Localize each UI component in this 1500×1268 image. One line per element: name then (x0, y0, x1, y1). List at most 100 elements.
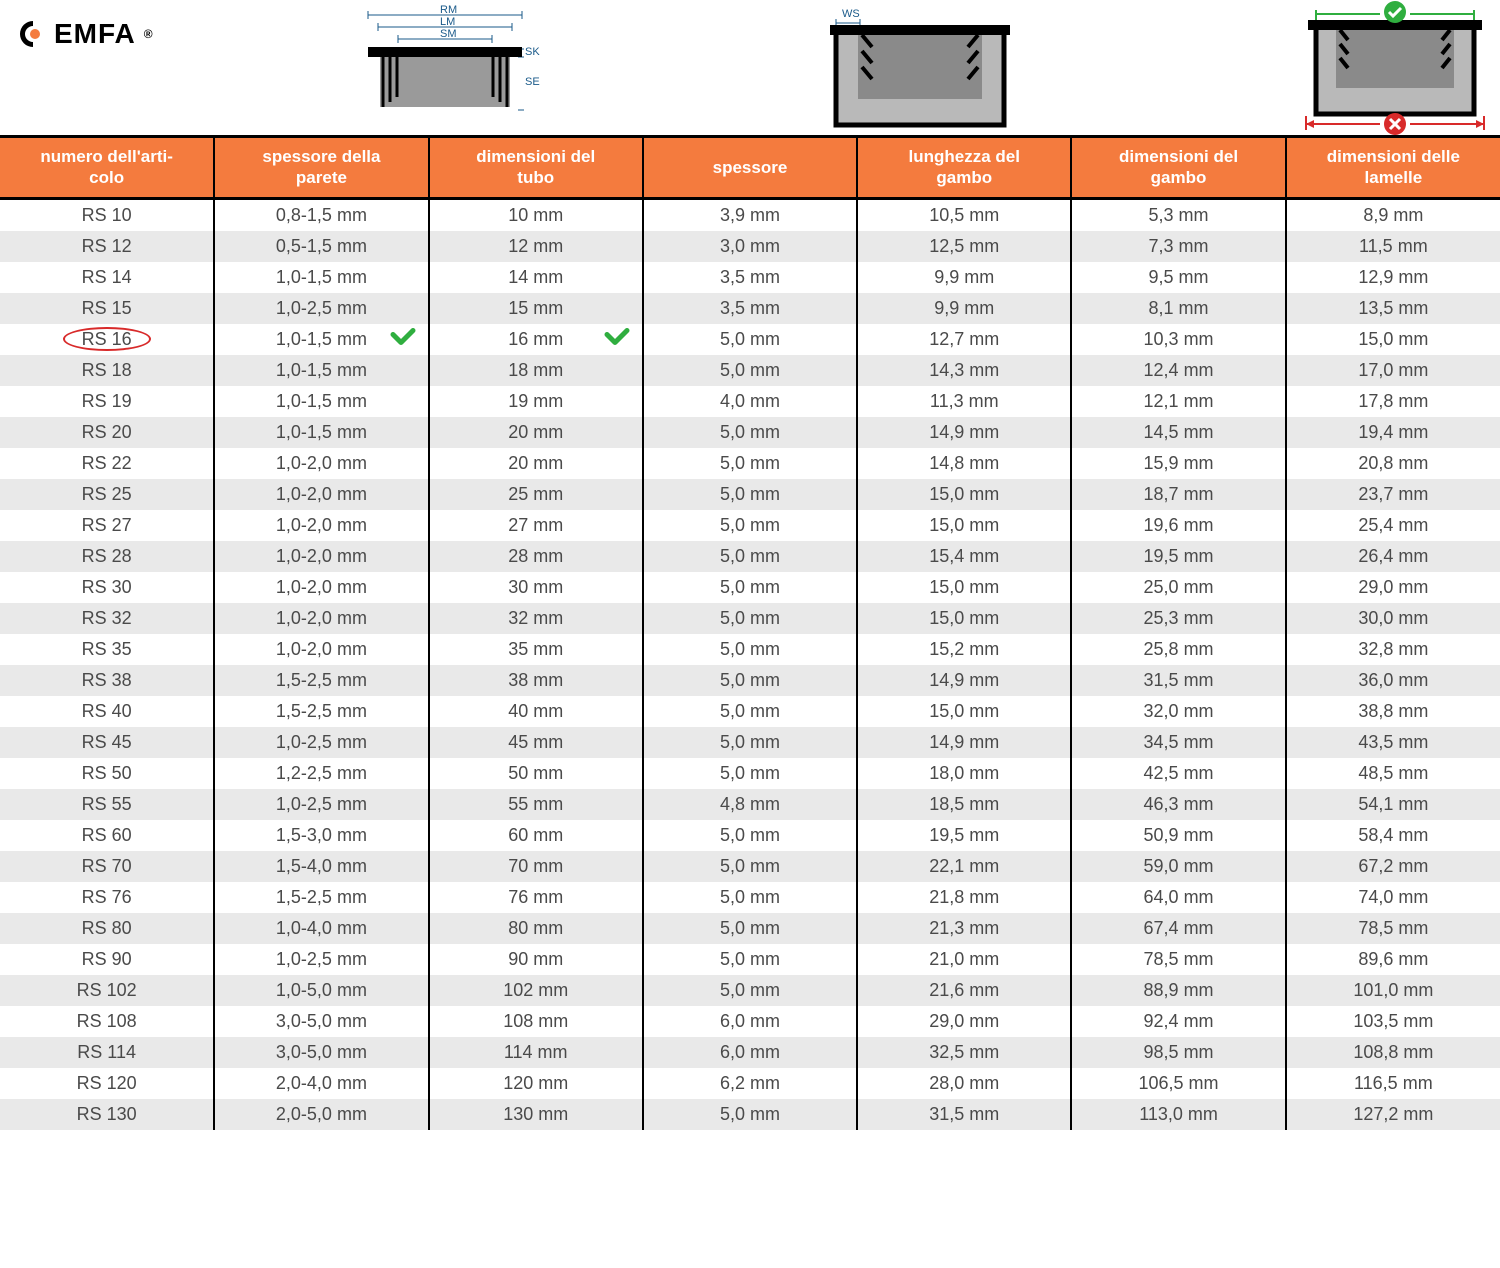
table-cell: 102 mm (429, 975, 643, 1006)
table-cell: 25,8 mm (1071, 634, 1285, 665)
table-cell: 5,0 mm (643, 510, 857, 541)
table-row: RS 161,0-1,5 mm16 mm5,0 mm12,7 mm10,3 mm… (0, 324, 1500, 355)
table-row: RS 801,0-4,0 mm80 mm5,0 mm21,3 mm67,4 mm… (0, 913, 1500, 944)
table-row: RS 100,8-1,5 mm10 mm3,9 mm10,5 mm5,3 mm8… (0, 198, 1500, 231)
table-cell: 1,0-2,5 mm (214, 944, 428, 975)
table-cell: 3,9 mm (643, 198, 857, 231)
table-cell: 1,5-4,0 mm (214, 851, 428, 882)
svg-text:RM: RM (440, 5, 457, 16)
table-cell: 1,0-2,0 mm (214, 479, 428, 510)
table-cell: 21,3 mm (857, 913, 1071, 944)
table-cell: 38 mm (429, 665, 643, 696)
table-cell: 6,2 mm (643, 1068, 857, 1099)
table-cell: 50 mm (429, 758, 643, 789)
table-cell: 14,3 mm (857, 355, 1071, 386)
table-cell: 12 mm (429, 231, 643, 262)
table-cell: RS 120 (0, 1068, 214, 1099)
table-row: RS 551,0-2,5 mm55 mm4,8 mm18,5 mm46,3 mm… (0, 789, 1500, 820)
table-cell: 4,8 mm (643, 789, 857, 820)
table-cell: RS 15 (0, 293, 214, 324)
table-row: RS 1143,0-5,0 mm114 mm6,0 mm32,5 mm98,5 … (0, 1037, 1500, 1068)
table-cell: 5,0 mm (643, 820, 857, 851)
table-cell: 5,0 mm (643, 758, 857, 789)
table-cell: 5,0 mm (643, 913, 857, 944)
table-cell: 5,0 mm (643, 975, 857, 1006)
table-cell: 5,0 mm (643, 417, 857, 448)
table-cell: 15,9 mm (1071, 448, 1285, 479)
table-cell: 20 mm (429, 448, 643, 479)
table-cell: 113,0 mm (1071, 1099, 1285, 1130)
table-cell: 108 mm (429, 1006, 643, 1037)
table-cell: RS 19 (0, 386, 214, 417)
table-cell: 127,2 mm (1286, 1099, 1500, 1130)
table-cell: 25,4 mm (1286, 510, 1500, 541)
table-cell: 5,0 mm (643, 541, 857, 572)
svg-text:SM: SM (440, 28, 457, 40)
diagram-dimensions-icon: RM LM SM SK SE (350, 5, 540, 130)
table-cell: 32,5 mm (857, 1037, 1071, 1068)
column-header: numero dell'arti-colo (0, 137, 214, 199)
table-cell: 27 mm (429, 510, 643, 541)
table-cell: 5,0 mm (643, 355, 857, 386)
table-cell: 1,5-2,5 mm (214, 882, 428, 913)
table-cell: 70 mm (429, 851, 643, 882)
table-row: RS 701,5-4,0 mm70 mm5,0 mm22,1 mm59,0 mm… (0, 851, 1500, 882)
table-cell: RS 90 (0, 944, 214, 975)
table-cell: 120 mm (429, 1068, 643, 1099)
table-cell: 3,0 mm (643, 231, 857, 262)
table-cell: RS 35 (0, 634, 214, 665)
table-cell: 1,0-1,5 mm (214, 386, 428, 417)
table-cell: 5,3 mm (1071, 198, 1285, 231)
table-cell: RS 20 (0, 417, 214, 448)
table-cell: 116,5 mm (1286, 1068, 1500, 1099)
table-cell: 15,4 mm (857, 541, 1071, 572)
table-cell: 74,0 mm (1286, 882, 1500, 913)
table-cell: 12,9 mm (1286, 262, 1500, 293)
table-row: RS 351,0-2,0 mm35 mm5,0 mm15,2 mm25,8 mm… (0, 634, 1500, 665)
table-cell: 1,0-2,5 mm (214, 727, 428, 758)
table-header: numero dell'arti-colospessore dellaparet… (0, 137, 1500, 199)
table-cell: 10 mm (429, 198, 643, 231)
svg-text:WS: WS (842, 8, 860, 20)
table-row: RS 1202,0-4,0 mm120 mm6,2 mm28,0 mm106,5… (0, 1068, 1500, 1099)
table-cell: 6,0 mm (643, 1006, 857, 1037)
table-cell: 21,6 mm (857, 975, 1071, 1006)
table-cell: 19,4 mm (1286, 417, 1500, 448)
table-cell: RS 55 (0, 789, 214, 820)
table-cell: 98,5 mm (1071, 1037, 1285, 1068)
table-row: RS 281,0-2,0 mm28 mm5,0 mm15,4 mm19,5 mm… (0, 541, 1500, 572)
table-row: RS 381,5-2,5 mm38 mm5,0 mm14,9 mm31,5 mm… (0, 665, 1500, 696)
table-cell: 32 mm (429, 603, 643, 634)
table-cell: 1,2-2,5 mm (214, 758, 428, 789)
table-row: RS 501,2-2,5 mm50 mm5,0 mm18,0 mm42,5 mm… (0, 758, 1500, 789)
table-cell: RS 114 (0, 1037, 214, 1068)
table-cell: 23,7 mm (1286, 479, 1500, 510)
table-row: RS 761,5-2,5 mm76 mm5,0 mm21,8 mm64,0 mm… (0, 882, 1500, 913)
table-cell: 54,1 mm (1286, 789, 1500, 820)
table-cell: 29,0 mm (857, 1006, 1071, 1037)
table-cell: 40 mm (429, 696, 643, 727)
table-cell: 26,4 mm (1286, 541, 1500, 572)
diagram-ws-icon: WS (830, 5, 1010, 130)
table-cell: 1,0-1,5 mm (214, 417, 428, 448)
table-cell: 5,0 mm (643, 572, 857, 603)
table-row: RS 251,0-2,0 mm25 mm5,0 mm15,0 mm18,7 mm… (0, 479, 1500, 510)
table-cell: 2,0-5,0 mm (214, 1099, 428, 1130)
table-cell: 59,0 mm (1071, 851, 1285, 882)
table-cell: 9,9 mm (857, 293, 1071, 324)
table-cell: 3,5 mm (643, 262, 857, 293)
table-cell: 58,4 mm (1286, 820, 1500, 851)
table-cell: 25,0 mm (1071, 572, 1285, 603)
table-cell: 36,0 mm (1286, 665, 1500, 696)
table-cell: 3,0-5,0 mm (214, 1037, 428, 1068)
table-row: RS 181,0-1,5 mm18 mm5,0 mm14,3 mm12,4 mm… (0, 355, 1500, 386)
table-cell: 15,0 mm (857, 603, 1071, 634)
table-cell: 28 mm (429, 541, 643, 572)
table-cell: 5,0 mm (643, 944, 857, 975)
table-cell: 92,4 mm (1071, 1006, 1285, 1037)
table-cell: 80 mm (429, 913, 643, 944)
table-cell: 5,0 mm (643, 603, 857, 634)
table-cell: 9,5 mm (1071, 262, 1285, 293)
table-cell: 5,0 mm (643, 882, 857, 913)
table-cell: 8,1 mm (1071, 293, 1285, 324)
